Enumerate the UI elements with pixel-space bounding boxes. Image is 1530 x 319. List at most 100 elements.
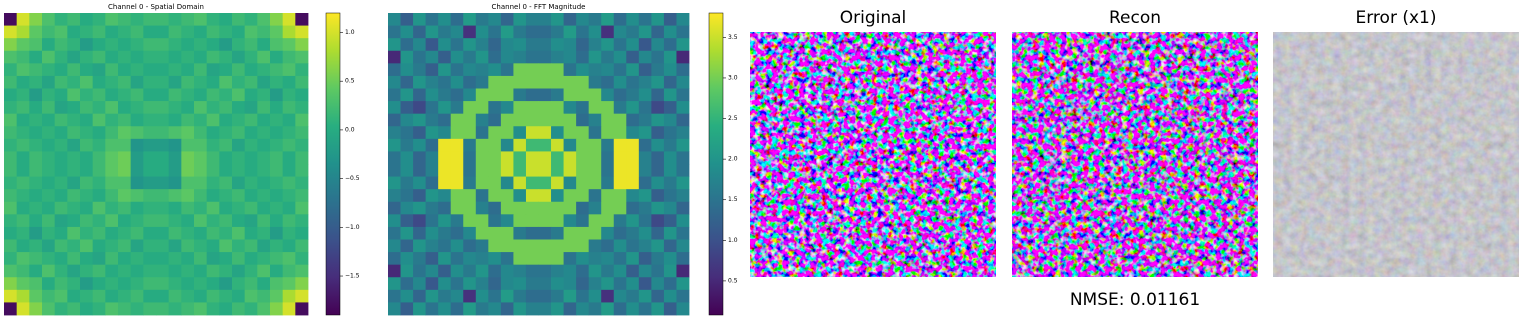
- heatmap-cell: [143, 264, 157, 278]
- heatmap-cell: [663, 176, 677, 190]
- heatmap-cell: [181, 189, 195, 203]
- heatmap-cell: [270, 13, 284, 26]
- heatmap-cell: [663, 189, 677, 203]
- heatmap-cell: [676, 214, 690, 228]
- heatmap-cell: [29, 13, 43, 26]
- heatmap-cell: [168, 151, 182, 165]
- heatmap-cell: [232, 201, 246, 215]
- heatmap-cell: [257, 239, 271, 253]
- heatmap-cell: [67, 164, 81, 177]
- heatmap-cell: [538, 101, 552, 115]
- heatmap-cell: [626, 75, 640, 89]
- heatmap-cell: [588, 101, 602, 115]
- heatmap-cell: [525, 264, 539, 278]
- heatmap-cell: [295, 176, 309, 190]
- heatmap-cell: [450, 277, 464, 291]
- heatmap-cell: [676, 277, 690, 291]
- heatmap-cell: [613, 63, 627, 77]
- heatmap-cell: [270, 138, 284, 152]
- heatmap-cell: [80, 252, 94, 266]
- heatmap-cell: [270, 113, 284, 127]
- heatmap-cell: [219, 302, 233, 316]
- heatmap-cell: [563, 176, 577, 190]
- heatmap-cell: [601, 25, 615, 39]
- heatmap-cell: [551, 176, 564, 190]
- heatmap-cell: [601, 189, 615, 203]
- heatmap-cell: [118, 13, 132, 26]
- heatmap-cell: [438, 189, 452, 203]
- heatmap-cell: [257, 38, 271, 52]
- heatmap-cell: [206, 88, 220, 102]
- heatmap-cell: [270, 214, 284, 228]
- heatmap-cell: [181, 113, 195, 127]
- heatmap-cell: [130, 25, 144, 39]
- heatmap-cell: [488, 277, 502, 291]
- heatmap-cell: [54, 226, 68, 240]
- heatmap-cell: [425, 164, 439, 177]
- heatmap-cell: [551, 38, 564, 52]
- heatmap-cell: [42, 226, 56, 240]
- heatmap-cell: [475, 264, 489, 278]
- heatmap-cell: [400, 101, 414, 115]
- heatmap-cell: [588, 226, 602, 240]
- heatmap-cell: [295, 239, 309, 253]
- heatmap-cell: [270, 189, 284, 203]
- heatmap-cell: [563, 101, 577, 115]
- heatmap-cell: [219, 113, 233, 127]
- heatmap-cell: [118, 201, 132, 215]
- heatmap-cell: [500, 176, 514, 190]
- heatmap-cell: [206, 302, 220, 316]
- heatmap-cell: [413, 289, 427, 303]
- heatmap-cell: [626, 126, 640, 140]
- heatmap-cell: [588, 289, 602, 303]
- heatmap-cell: [130, 138, 144, 152]
- heatmap-cell: [92, 88, 106, 102]
- heatmap-cell: [118, 289, 132, 303]
- heatmap-cell: [488, 164, 502, 177]
- heatmap-cell: [538, 113, 552, 127]
- heatmap-cell: [282, 101, 296, 115]
- heatmap-cell: [463, 239, 477, 253]
- heatmap-cell: [219, 88, 233, 102]
- heatmap-cell: [676, 289, 690, 303]
- heatmap-cell: [463, 176, 477, 190]
- heatmap-cell: [538, 189, 552, 203]
- heatmap-cell: [67, 13, 81, 26]
- heatmap-cell: [67, 88, 81, 102]
- heatmap-cell: [513, 151, 527, 165]
- heatmap-cell: [563, 277, 577, 291]
- heatmap-cell: [413, 189, 427, 203]
- heatmap-cell: [488, 151, 502, 165]
- heatmap-cell: [105, 277, 119, 291]
- heatmap-cell: [16, 126, 30, 140]
- heatmap-cell: [295, 138, 309, 152]
- heatmap-cell: [206, 25, 220, 39]
- heatmap-cell: [232, 138, 246, 152]
- heatmap-cell: [663, 25, 677, 39]
- heatmap-cell: [613, 189, 627, 203]
- heatmap-cell: [156, 239, 170, 253]
- heatmap-cell: [181, 201, 195, 215]
- heatmap-cell: [576, 50, 590, 64]
- heatmap-cell: [626, 289, 640, 303]
- heatmap-cell: [638, 239, 652, 253]
- heatmap-cell: [232, 176, 246, 190]
- heatmap-cell: [181, 63, 195, 77]
- heatmap-cell: [525, 176, 539, 190]
- heatmap-cell: [563, 151, 577, 165]
- heatmap-cell: [638, 289, 652, 303]
- heatmap-cell: [257, 101, 271, 115]
- heatmap-cell: [257, 252, 271, 266]
- heatmap-cell: [551, 189, 564, 203]
- heatmap-cell: [257, 201, 271, 215]
- heatmap-cell: [16, 88, 30, 102]
- heatmap-cell: [29, 164, 43, 177]
- heatmap-cell: [638, 63, 652, 77]
- heatmap-cell: [626, 50, 640, 64]
- heatmap-cell: [613, 264, 627, 278]
- chart-title: Channel 0 - Spatial Domain: [108, 3, 204, 11]
- heatmap-cell: [282, 113, 296, 127]
- heatmap-cell: [282, 126, 296, 140]
- panel-title: Error (x1): [1356, 8, 1437, 28]
- heatmap-cell: [525, 289, 539, 303]
